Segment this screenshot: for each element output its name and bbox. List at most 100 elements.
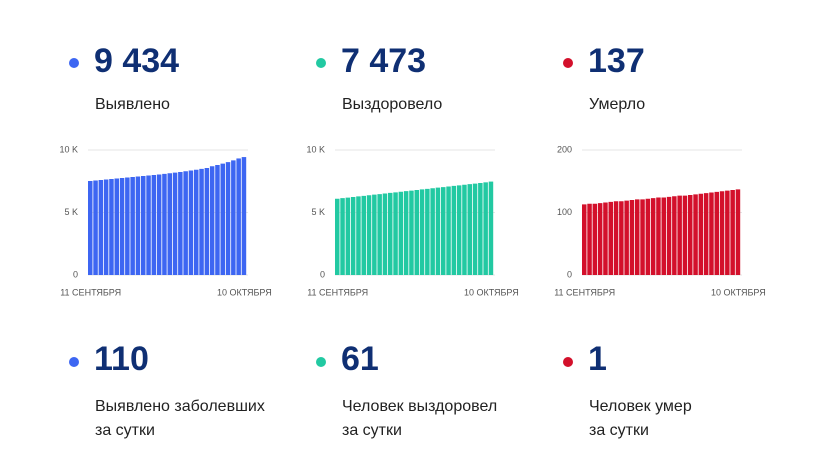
bar [446,186,451,275]
bar [483,182,488,275]
y-tick-label: 200 [557,144,572,154]
bar [714,191,719,275]
bar [735,189,741,275]
daily-value: 110 [94,340,149,378]
bar [388,192,393,275]
bar [640,199,645,275]
bar [209,166,215,275]
bar [194,169,199,275]
bar [172,172,178,275]
bar [430,188,435,275]
daily-value: 1 [588,340,607,378]
bar [366,195,372,275]
bar [88,181,93,275]
bar [345,197,351,275]
bar [603,202,608,275]
daily-label: Человек выздоровел [342,398,497,415]
stat-value: 9 434 [94,42,179,80]
bar [619,201,624,275]
bar [361,195,366,275]
bar [650,198,656,275]
x-tick-label: 11 СЕНТЯБРЯ [307,287,368,297]
bar [188,170,194,275]
bar [666,196,672,275]
stat-label: Умерло [589,96,645,113]
bar [688,195,693,275]
bar [672,196,677,275]
bar [472,183,478,275]
bar [204,168,210,275]
bar [382,193,388,275]
bar [377,194,382,275]
bar [597,203,603,275]
bar [93,180,98,275]
bar [608,201,613,275]
bar [372,194,377,275]
bar [220,163,225,275]
bar [393,192,398,275]
bar [635,199,640,275]
x-tick-label: 10 ОКТЯБРЯ [217,287,272,297]
bar [730,190,735,275]
bar [130,177,135,275]
stat-value: 137 [588,42,645,80]
bar [340,198,345,275]
bar [624,200,629,275]
bar [661,197,666,275]
x-tick-label: 11 СЕНТЯБРЯ [554,287,615,297]
bar [488,181,494,275]
y-tick-label: 0 [73,269,78,279]
x-tick-label: 10 ОКТЯБРЯ [464,287,519,297]
bar [703,193,709,275]
bar [656,197,661,275]
bar [719,191,725,275]
bar [114,178,119,275]
bar [414,190,419,275]
bar [236,158,241,275]
bar [135,176,141,275]
bar [241,157,247,275]
bar [146,175,151,275]
bar [119,178,125,275]
bar [441,187,446,275]
stat-value: 7 473 [341,42,426,80]
bar [225,162,231,275]
bar [156,174,162,275]
bar [356,196,361,275]
bar [693,194,698,275]
daily-label: за сутки [589,422,649,439]
daily-label: за сутки [342,422,402,439]
bar [709,192,714,275]
bar [215,165,220,275]
bar [162,173,167,275]
daily-value: 61 [341,340,379,378]
stat-label: Выявлено [95,96,170,113]
bar [478,183,483,275]
y-tick-label: 5 K [64,207,78,217]
bar [451,185,457,275]
bar [398,191,404,275]
stat-dot [316,58,326,68]
bar [467,184,472,275]
bar [677,195,682,275]
daily-label: за сутки [95,422,155,439]
bar [167,173,172,275]
daily-dot [316,357,326,367]
y-tick-label: 10 K [306,144,325,154]
bar [613,201,619,275]
y-tick-label: 5 K [311,207,325,217]
bar [98,180,104,275]
stat-dot [69,58,79,68]
bar [725,190,730,275]
daily-dot [69,357,79,367]
bar [231,160,236,275]
y-tick-label: 0 [567,269,572,279]
y-tick-label: 100 [557,207,572,217]
bar [199,168,204,275]
daily-dot [563,357,573,367]
bar [435,187,441,275]
bar [462,184,467,275]
bar [425,188,430,275]
stat-label: Выздоровело [342,96,442,113]
